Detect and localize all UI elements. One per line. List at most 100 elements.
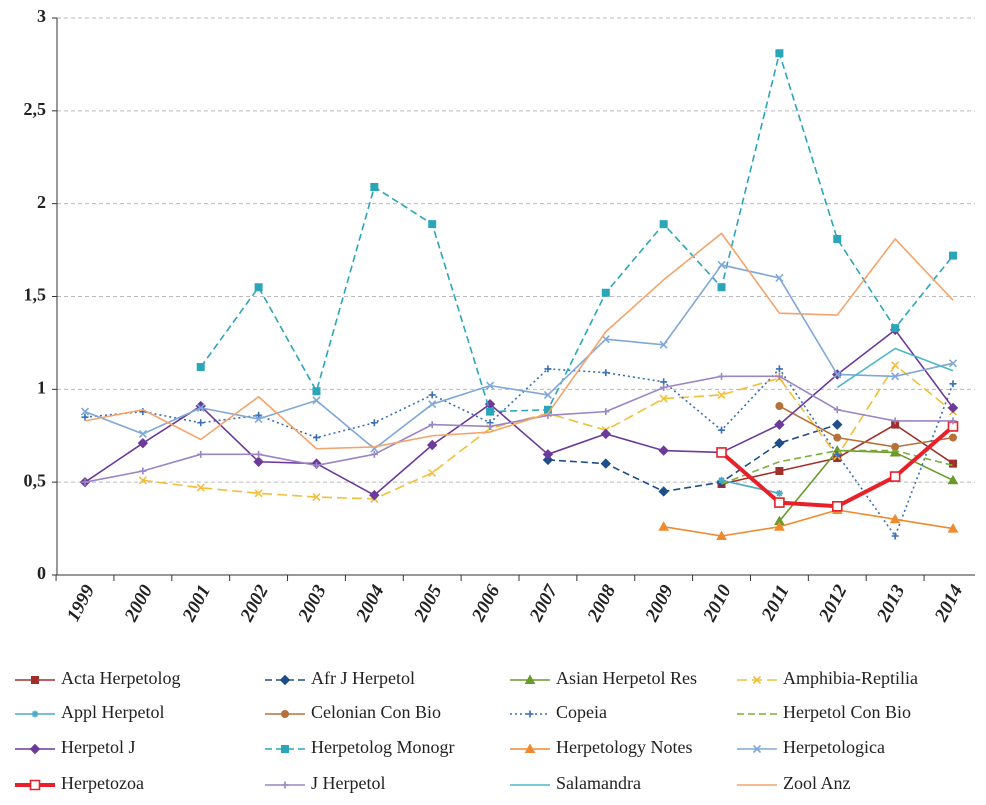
- data-point: [254, 489, 263, 498]
- y-tick-label: 0: [37, 563, 46, 583]
- data-point: [137, 437, 149, 449]
- data-point: [138, 429, 147, 438]
- data-point: [369, 489, 380, 501]
- y-tick-label: 3: [37, 6, 46, 26]
- legend-item: Herpetozoa: [15, 773, 144, 793]
- x-tick-label: 2000: [120, 581, 157, 626]
- legend-marker: [281, 745, 289, 753]
- x-tick-label: 2010: [699, 581, 736, 626]
- legend-item: Copeia: [510, 702, 607, 722]
- legend-marker: [281, 710, 290, 718]
- data-point: [542, 454, 554, 466]
- data-point: [891, 372, 900, 381]
- data-point: [717, 390, 726, 399]
- series-line: [84, 368, 954, 537]
- data-point: [81, 413, 89, 421]
- legend-label: Copeia: [556, 702, 607, 722]
- data-point: [312, 396, 321, 405]
- legend-marker: [752, 675, 762, 685]
- series: [84, 232, 954, 450]
- legend-item: Herpetolog Monogr: [265, 737, 454, 757]
- data-point: [196, 363, 205, 372]
- legend-label: Herpetolog Monogr: [311, 737, 454, 757]
- data-point: [312, 461, 320, 469]
- legend-label: Appl Herpetol: [61, 702, 164, 722]
- data-point: [426, 439, 438, 451]
- data-point: [601, 288, 610, 297]
- x-tick-label: 2003: [294, 582, 331, 626]
- data-point: [716, 530, 727, 541]
- data-point: [543, 390, 552, 399]
- legend-label: Herpetologica: [783, 737, 885, 757]
- series: [79, 324, 959, 501]
- data-point: [197, 419, 205, 427]
- legend-item: Salamandra: [510, 773, 641, 793]
- series-line: [778, 449, 954, 522]
- series-line: [547, 423, 838, 493]
- x-tick-label: 2007: [525, 580, 563, 626]
- data-point: [833, 234, 842, 243]
- data-point: [370, 182, 379, 191]
- legend-marker: [29, 779, 41, 791]
- data-point: [659, 220, 668, 229]
- series-line: [84, 264, 954, 450]
- y-tick-label: 2: [37, 192, 46, 212]
- data-point: [891, 417, 899, 425]
- data-point: [312, 387, 321, 396]
- data-point: [428, 400, 437, 409]
- legend-label: Celonian Con Bio: [311, 702, 441, 722]
- legend-label: Herpetol J: [61, 737, 135, 757]
- legend-marker: [281, 781, 289, 789]
- data-point: [774, 419, 785, 430]
- data-point: [370, 450, 378, 458]
- legend-label: Asian Herpetol Res: [556, 668, 697, 688]
- data-point: [775, 49, 784, 58]
- series: [658, 504, 959, 541]
- data-point: [774, 437, 785, 449]
- data-point: [138, 476, 147, 485]
- legend-label: Salamandra: [556, 773, 641, 793]
- data-point: [949, 380, 957, 388]
- data-point: [832, 419, 843, 430]
- data-point: [947, 474, 959, 485]
- data-point: [833, 370, 842, 379]
- data-point: [833, 406, 841, 414]
- y-tick-label: 0,5: [24, 470, 47, 490]
- data-point: [544, 365, 552, 373]
- y-tick-label: 1: [37, 377, 46, 397]
- x-tick-label: 2014: [930, 582, 967, 626]
- data-point: [717, 260, 726, 270]
- data-point: [717, 283, 726, 292]
- data-point: [774, 521, 785, 531]
- y-tick-label: 1,5: [24, 285, 47, 305]
- x-tick-label: 1999: [63, 581, 100, 625]
- series: [716, 421, 959, 512]
- x-tick-label: 2009: [641, 581, 678, 626]
- legend-item: Herpetol J: [15, 737, 135, 757]
- x-tick-label: 2011: [757, 582, 793, 625]
- data-point: [197, 450, 205, 458]
- legend-label: Herpetol Con Bio: [783, 702, 911, 722]
- data-point: [658, 486, 669, 497]
- x-tick-label: 2008: [583, 581, 620, 626]
- data-point: [312, 492, 321, 502]
- data-point: [254, 414, 263, 424]
- series-line: [836, 347, 954, 389]
- data-point: [833, 433, 842, 442]
- series: [81, 372, 957, 486]
- data-point: [716, 447, 727, 458]
- data-point: [947, 421, 959, 432]
- data-point: [891, 532, 899, 540]
- legend-label: Herpetology Notes: [556, 737, 692, 757]
- data-point: [658, 445, 669, 456]
- data-point: [947, 523, 959, 533]
- legend-item: Appl Herpetol: [15, 702, 164, 722]
- legend-marker: [524, 743, 536, 753]
- data-point: [948, 359, 958, 368]
- data-point: [833, 450, 841, 458]
- legend-label: J Herpetol: [311, 773, 385, 793]
- data-point: [718, 426, 726, 434]
- legend-item: Herpetology Notes: [510, 737, 692, 757]
- data-point: [660, 383, 668, 391]
- series-line: [84, 329, 954, 496]
